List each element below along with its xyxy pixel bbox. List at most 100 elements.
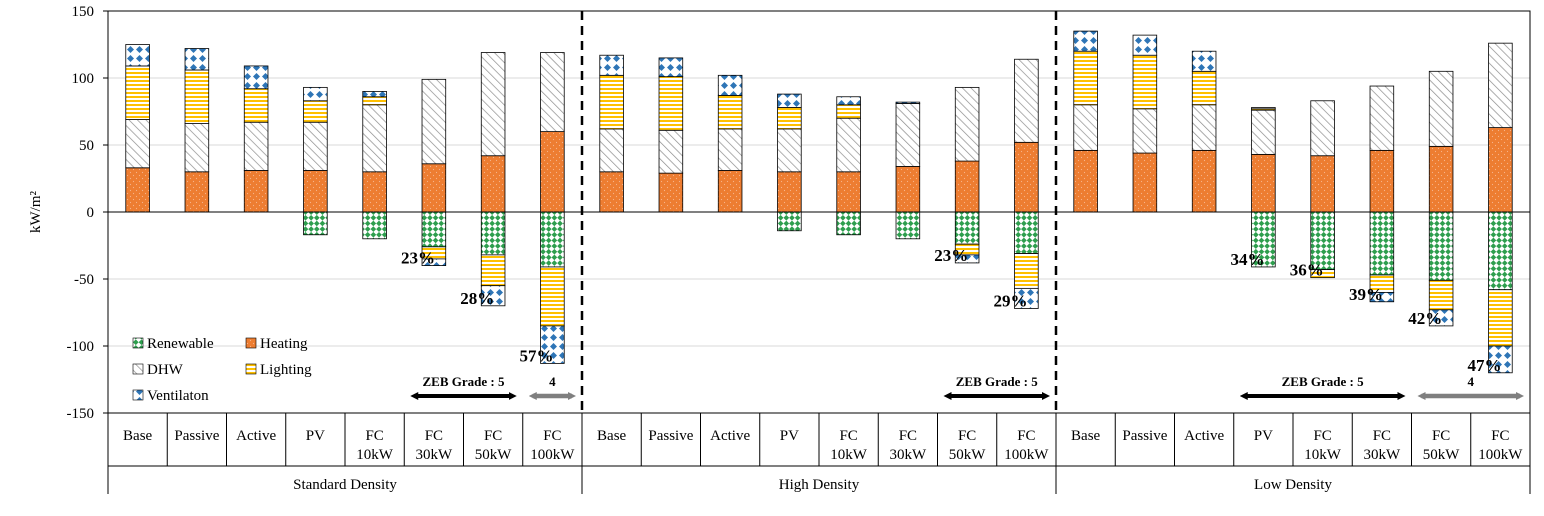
- bar-heat-segment: [362, 171, 387, 213]
- bar-dhw-segment: [836, 117, 861, 173]
- group-label: Low Density: [1254, 477, 1332, 493]
- category-label: FC: [958, 428, 976, 444]
- bar-heat-segment: [1014, 141, 1039, 213]
- y-axis-label: kW/m²: [28, 191, 44, 233]
- bar-neg-vent-segment: [1369, 291, 1395, 303]
- percent-label: 39%: [1349, 285, 1383, 304]
- legend-swatch-heat: [245, 337, 257, 349]
- legend-label-ren: Renewable: [147, 336, 214, 352]
- category-label: PV: [306, 428, 325, 444]
- axes: 150 100 50 0 -50 -100 -150 kW/m² Base Passive Acti…: [28, 4, 1531, 494]
- percent-label: 23%: [401, 249, 435, 268]
- category-label: 100kW: [1478, 447, 1523, 463]
- bar-dhw-segment: [362, 104, 387, 173]
- y-tick-label: -150: [67, 406, 95, 422]
- bar-light-segment: [658, 76, 684, 131]
- category-label: FC: [1313, 428, 1331, 444]
- legend-label-dhw: DHW: [147, 362, 184, 378]
- category-label: FC: [899, 428, 917, 444]
- bar-neg-ren-segment: [540, 211, 565, 268]
- bar-vent-segment: [777, 93, 802, 108]
- y-tick-label: 0: [87, 205, 95, 221]
- bar-heat-segment: [717, 170, 743, 213]
- bar-neg-ren-segment: [1369, 211, 1395, 276]
- bar-vent-segment: [1191, 50, 1217, 72]
- y-tick-label: 50: [79, 138, 94, 154]
- bar-dhw-segment: [599, 128, 624, 173]
- legend-label-light: Lighting: [260, 362, 312, 378]
- bar-heat-segment: [243, 170, 269, 213]
- percent-label: 57%: [520, 346, 554, 365]
- category-label: 30kW: [890, 447, 928, 463]
- bar-vent-segment: [895, 101, 921, 104]
- legend-swatch-vent: [132, 389, 144, 401]
- percent-label: 29%: [994, 291, 1028, 310]
- zeb-grade-label: 4: [1468, 374, 1475, 389]
- category-label: Base: [1071, 428, 1101, 444]
- bar-dhw-segment: [1369, 85, 1395, 151]
- bar-neg-light-segment: [1310, 269, 1335, 279]
- bar-neg-ren-segment: [303, 211, 328, 236]
- legend-swatch-dhw: [132, 363, 144, 375]
- bar-neg-ren-segment: [421, 211, 447, 248]
- legend-label-heat: Heating: [260, 336, 308, 352]
- bar-vent-segment: [362, 91, 387, 98]
- category-label: 10kW: [1304, 447, 1342, 463]
- bar-vent-segment: [243, 65, 269, 90]
- bar-heat-segment: [954, 160, 980, 213]
- bar-heat-segment: [1428, 145, 1454, 213]
- bar-light-segment: [125, 65, 150, 120]
- category-label: FC: [425, 428, 443, 444]
- bar-light-segment: [599, 74, 624, 130]
- category-label: FC: [1432, 428, 1450, 444]
- bar-dhw-segment: [184, 123, 210, 173]
- bar-neg-light-segment: [540, 266, 565, 327]
- bar-neg-ren-segment: [895, 211, 921, 240]
- category-label: 100kW: [1004, 447, 1049, 463]
- bar-dhw-segment: [480, 52, 506, 157]
- bar-heat-segment: [599, 171, 624, 213]
- bar-heat-segment: [777, 171, 802, 213]
- bar-vent-segment: [184, 48, 210, 71]
- bar-heat-segment: [1310, 155, 1335, 213]
- bar-neg-ren-segment: [1428, 211, 1454, 281]
- category-label: FC: [484, 428, 502, 444]
- bar-vent-segment: [599, 54, 624, 76]
- bars: [125, 30, 1513, 374]
- bar-heat-segment: [1191, 149, 1217, 213]
- bar-neg-vent-segment: [421, 258, 447, 266]
- legend-label-vent: Ventilaton: [147, 388, 209, 404]
- bar-vent-segment: [125, 44, 150, 67]
- category-label: FC: [543, 428, 561, 444]
- category-label: FC: [1491, 428, 1509, 444]
- bar-dhw-segment: [1428, 70, 1454, 147]
- category-label: Passive: [174, 428, 219, 444]
- bar-neg-light-segment: [1488, 289, 1513, 347]
- bar-neg-vent-segment: [540, 325, 565, 364]
- percent-label: 28%: [460, 289, 494, 308]
- bar-heat-segment: [895, 166, 921, 213]
- category-label: Base: [123, 428, 153, 444]
- bar-heat-segment: [480, 155, 506, 213]
- bar-light-segment: [303, 100, 328, 123]
- zeb-grade-label: ZEB Grade : 5: [956, 374, 1038, 389]
- category-label: Active: [236, 428, 276, 444]
- category-label: FC: [365, 428, 383, 444]
- bar-vent-segment: [658, 57, 684, 78]
- bar-neg-ren-segment: [954, 211, 980, 245]
- bar-vent-segment: [836, 96, 861, 106]
- category-label: 100kW: [530, 447, 575, 463]
- category-label: 10kW: [356, 447, 394, 463]
- percent-label: 36%: [1290, 261, 1324, 280]
- category-label: Passive: [648, 428, 693, 444]
- bar-dhw-segment: [1310, 100, 1335, 157]
- bar-neg-ren-segment: [836, 211, 861, 236]
- bar-heat-segment: [1132, 152, 1158, 213]
- bar-neg-light-segment: [1014, 253, 1039, 289]
- bar-neg-vent-segment: [1014, 287, 1039, 309]
- category-label: 30kW: [1364, 447, 1402, 463]
- bar-light-segment: [717, 95, 743, 130]
- bar-dhw-segment: [540, 52, 565, 132]
- bar-dhw-segment: [1073, 104, 1098, 151]
